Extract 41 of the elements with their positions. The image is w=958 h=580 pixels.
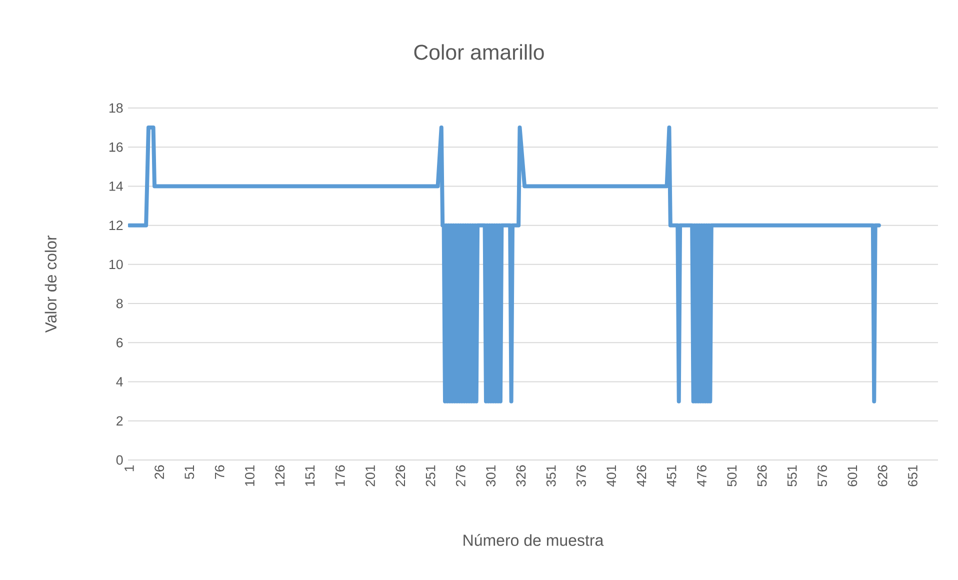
x-tick-label: 176 (335, 465, 345, 486)
x-tick-label: 251 (426, 465, 436, 486)
x-tick-label: 301 (486, 465, 496, 486)
x-tick-label: 376 (576, 465, 586, 486)
y-tick-label: 2 (116, 416, 123, 426)
y-tick-label: 4 (116, 377, 123, 386)
x-tick-label: 76 (214, 465, 224, 479)
x-tick-label: 451 (666, 465, 676, 487)
line-series (128, 126, 881, 404)
x-tick-label: 126 (275, 465, 285, 486)
x-tick-label: 601 (848, 465, 858, 486)
x-tick-label: 151 (305, 465, 315, 486)
x-tick-label: 551 (788, 465, 797, 486)
x-tick-label: 26 (154, 465, 164, 479)
x-tick-label: 526 (757, 465, 767, 486)
x-tick-label: 351 (546, 465, 556, 486)
x-tick-label: 501 (727, 465, 737, 486)
y-axis-title: Valor de color (44, 236, 57, 333)
x-tick-label: 276 (456, 465, 466, 486)
x-tick-label: 426 (636, 465, 646, 487)
y-tick-label: 10 (109, 260, 123, 270)
y-tick-label: 12 (109, 220, 123, 230)
x-axis-title: Número de muestra (464, 534, 604, 546)
y-tick-label: 0 (116, 455, 123, 465)
x-tick-label: 626 (878, 465, 888, 486)
x-tick-label: 401 (606, 465, 616, 487)
y-tick-label: 14 (109, 182, 123, 191)
x-tick-label: 51 (184, 465, 194, 479)
x-tick-label: 226 (396, 465, 406, 486)
x-tick-label: 201 (366, 465, 375, 486)
y-tick-label: 8 (116, 298, 123, 308)
x-tick-label: 101 (245, 465, 254, 486)
x-tick-label: 326 (516, 465, 526, 486)
y-tick-label: 16 (109, 142, 123, 152)
x-tick-label: 476 (697, 465, 706, 487)
x-tick-label: 651 (908, 465, 918, 486)
y-tick-label: 6 (116, 338, 123, 348)
y-tick-label: 18 (109, 103, 123, 113)
x-tick-label: 576 (818, 465, 828, 486)
chart-title: Color amarillo (414, 44, 544, 60)
x-tick-label: 1 (124, 465, 134, 472)
